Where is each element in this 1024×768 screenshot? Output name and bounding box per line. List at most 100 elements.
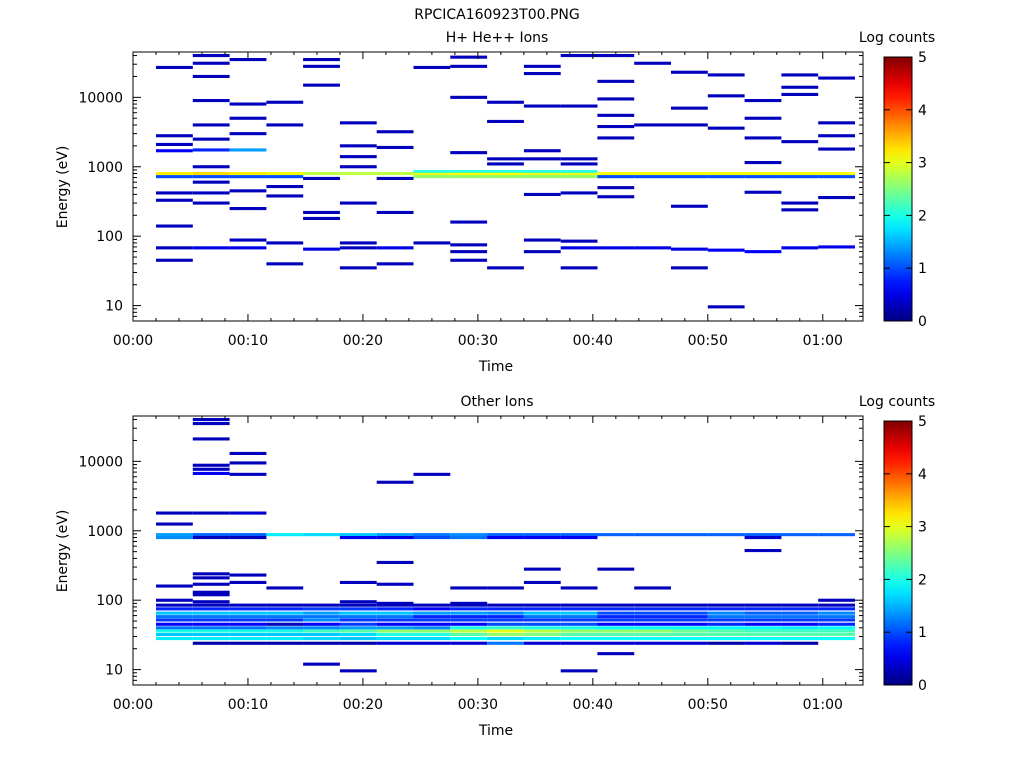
spectrogram-cell — [744, 641, 782, 645]
spectrogram-cell — [597, 195, 635, 199]
spectrogram-cell — [376, 611, 414, 615]
spectrogram-cell — [560, 637, 598, 641]
spectrogram-cell — [707, 618, 745, 622]
spectrogram-cell — [339, 165, 377, 169]
spectrogram-cell — [192, 99, 230, 103]
spectrogram-cell — [450, 64, 488, 68]
spectrogram-cell — [450, 637, 488, 641]
spectrogram-cell — [487, 175, 524, 179]
spectrogram-cell — [450, 629, 488, 633]
spectrogram-cell — [634, 175, 671, 179]
spectrogram-cell — [413, 629, 451, 633]
spectrogram-cell — [192, 511, 230, 515]
spectrogram-cell — [156, 258, 193, 262]
spectrogram-cell — [229, 626, 267, 630]
spectrogram-cell — [671, 633, 708, 637]
colorbar-tick-label: 4 — [918, 103, 927, 119]
spectrogram-cell — [339, 266, 377, 270]
spectrogram-cell — [818, 603, 855, 607]
spectrogram-cell — [156, 246, 193, 250]
spectrogram-cell — [339, 618, 377, 622]
spectrogram-cell — [266, 629, 304, 633]
spectrogram-cell — [229, 451, 267, 455]
spectrogram-cell — [781, 629, 819, 633]
spectrogram-cell — [818, 245, 855, 249]
spectrogram-cell — [229, 246, 267, 250]
spectrogram-cell — [450, 258, 488, 262]
spectrogram-cell — [707, 126, 745, 130]
spectrogram-cell — [413, 615, 451, 619]
spectrogram-cell — [523, 170, 561, 174]
spectrogram-cell — [597, 113, 635, 117]
spectrogram-cell — [560, 633, 598, 637]
spectrogram-cell — [634, 172, 671, 176]
spectrogram-cell — [744, 637, 782, 641]
spectrogram-cell — [671, 247, 708, 251]
spectrogram-cell — [597, 626, 635, 630]
x-tick-label: 00:30 — [458, 333, 498, 349]
spectrogram-cell — [744, 615, 782, 619]
spectrogram-cell — [560, 626, 598, 630]
spectrogram-cell — [229, 511, 267, 515]
spectrogram-cell — [266, 626, 304, 630]
spectrogram-cell — [744, 603, 782, 607]
spectrogram-cell — [744, 633, 782, 637]
spectrogram-cell — [156, 224, 193, 228]
spectrogram-cell — [707, 607, 745, 611]
spectrogram-cell — [339, 641, 377, 645]
spectrogram-cell — [634, 246, 671, 250]
spectrogram-cell — [376, 536, 414, 540]
spectrogram-cell — [156, 149, 193, 153]
spectrogram-cell — [523, 615, 561, 619]
spectrogram-cell — [376, 603, 414, 607]
spectrogram-cell — [560, 611, 598, 615]
spectrogram-cell — [818, 175, 855, 179]
spectrogram-cell — [450, 618, 488, 622]
spectrogram-cell — [450, 151, 488, 155]
spectrogram-cell — [229, 472, 267, 476]
colorbar: 0 1 2 3 4 5 — [883, 414, 927, 694]
spectrogram-cell — [303, 637, 340, 641]
spectrogram-cell — [707, 629, 745, 633]
spectrogram-cell — [192, 422, 230, 426]
spectrogram-cell — [671, 641, 708, 645]
spectrogram-cell — [229, 641, 267, 645]
spectrogram-cell — [818, 607, 855, 611]
spectrogram-cell — [597, 567, 635, 571]
spectrogram-cell — [303, 533, 340, 537]
spectrogram-cell — [560, 175, 598, 179]
spectrogram-cell — [523, 238, 561, 242]
spectrogram-cell — [523, 172, 561, 176]
spectrogram-cell — [560, 54, 598, 58]
colorbar-tick-label: 3 — [918, 520, 927, 536]
spectrogram-cell — [156, 511, 193, 515]
spectrogram-cell — [266, 194, 304, 198]
spectrogram-cell — [707, 533, 745, 537]
spectrogram-cell — [156, 65, 193, 69]
spectrogram-cell — [192, 123, 230, 127]
spectrogram-cell — [413, 170, 451, 174]
spectrogram-cell — [597, 629, 635, 633]
spectrogram-cell — [192, 600, 230, 604]
spectrogram-cell — [634, 637, 671, 641]
spectrogram-cell — [266, 262, 304, 266]
spectrogram-cell — [339, 637, 377, 641]
spectrogram-cell — [229, 615, 267, 619]
x-axis-label: Time — [478, 723, 513, 739]
spectrogram-cell — [156, 633, 193, 637]
spectrogram-cell — [376, 641, 414, 645]
spectrogram-cell — [413, 175, 451, 179]
spectrogram-cell — [376, 130, 414, 134]
spectrogram-cell — [781, 201, 819, 205]
spectrogram-cell — [376, 210, 414, 214]
spectrogram-cell — [634, 61, 671, 65]
spectrogram-cell — [192, 471, 230, 475]
colorbar: 0 1 2 3 4 5 — [883, 50, 927, 330]
spectrogram-cell — [450, 175, 488, 179]
spectrogram-cell — [266, 615, 304, 619]
spectrogram-cell — [523, 104, 561, 108]
spectrogram-cell — [818, 618, 855, 622]
spectrogram-cell — [744, 622, 782, 626]
spectrogram-cell — [413, 626, 451, 630]
spectrogram-cell — [376, 615, 414, 619]
